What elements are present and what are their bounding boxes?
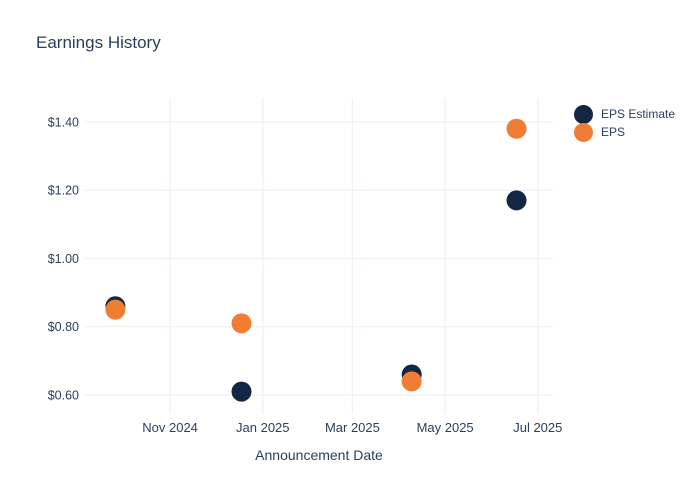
x-tick-label: Mar 2025 [325, 420, 380, 435]
eps-estimate-marker-icon [574, 104, 593, 124]
point-eps-estimate [506, 190, 527, 211]
x-tick-label: Nov 2024 [142, 420, 198, 435]
x-tick-label: Jul 2025 [513, 420, 562, 435]
x-axis-title: Announcement Date [255, 447, 383, 463]
y-tick-label: $0.80 [48, 320, 79, 334]
point-eps [105, 299, 126, 320]
y-tick-label: $1.20 [48, 184, 79, 198]
y-tick-label: $0.60 [48, 389, 79, 403]
point-eps [231, 313, 252, 334]
eps-marker-icon [574, 122, 593, 142]
legend-label-eps: EPS [601, 125, 626, 139]
y-tick-label: $1.00 [48, 252, 79, 266]
chart-title: Earnings History [36, 33, 161, 52]
legend-item-eps[interactable]: EPS [574, 122, 675, 142]
legend: EPS Estimate EPS [574, 104, 676, 142]
y-tick-label: $1.40 [48, 115, 79, 129]
point-eps-estimate [231, 381, 252, 402]
x-tick-label: Jan 2025 [236, 420, 290, 435]
legend-item-eps-estimate[interactable]: EPS Estimate [574, 104, 676, 124]
point-eps [401, 371, 422, 392]
x-tick-label: May 2025 [417, 420, 474, 435]
point-eps [506, 118, 527, 139]
legend-label-eps-estimate: EPS Estimate [601, 107, 676, 121]
